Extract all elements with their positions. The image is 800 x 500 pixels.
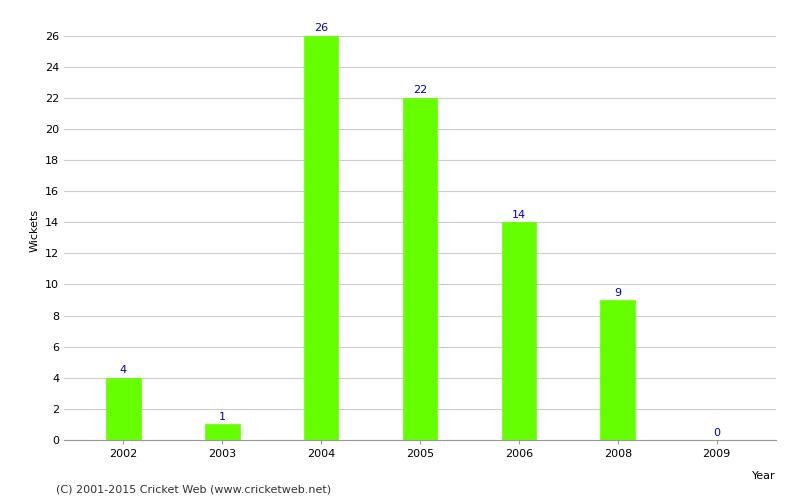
Text: Year: Year bbox=[752, 470, 776, 480]
Text: (C) 2001-2015 Cricket Web (www.cricketweb.net): (C) 2001-2015 Cricket Web (www.cricketwe… bbox=[56, 485, 331, 495]
Text: 14: 14 bbox=[512, 210, 526, 220]
Text: 26: 26 bbox=[314, 23, 328, 33]
Y-axis label: Wickets: Wickets bbox=[30, 208, 39, 252]
Bar bbox=[601, 300, 635, 440]
Text: 4: 4 bbox=[120, 366, 127, 376]
Bar bbox=[304, 36, 338, 440]
Bar bbox=[205, 424, 239, 440]
Bar bbox=[502, 222, 536, 440]
Bar bbox=[402, 98, 438, 440]
Text: 22: 22 bbox=[413, 86, 427, 96]
Text: 1: 1 bbox=[218, 412, 226, 422]
Text: 0: 0 bbox=[713, 428, 720, 438]
Bar bbox=[106, 378, 141, 440]
Text: 9: 9 bbox=[614, 288, 622, 298]
